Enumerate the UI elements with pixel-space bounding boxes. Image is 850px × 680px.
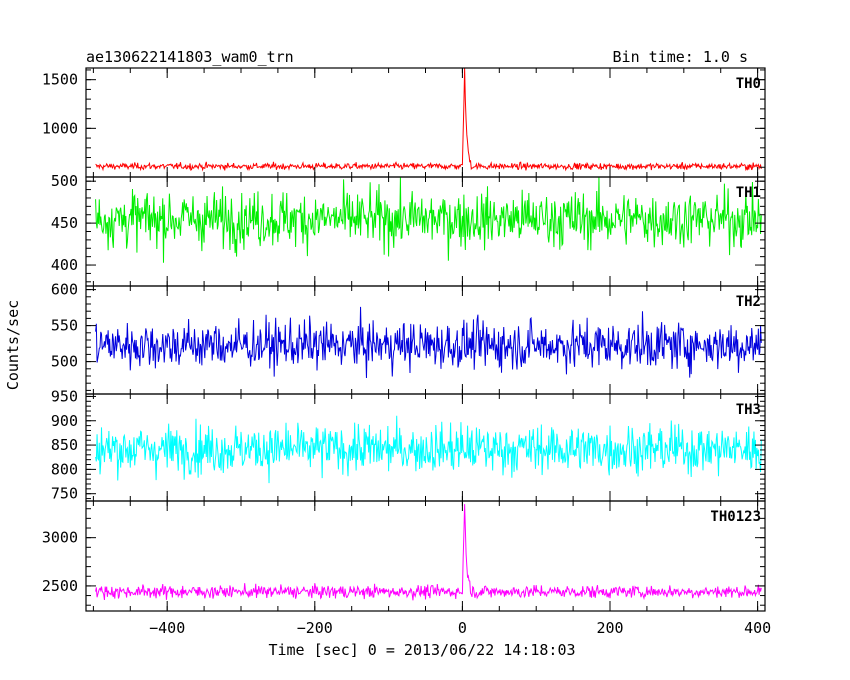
y-tick-label: 500 [51,172,78,190]
x-tick-label: 200 [596,619,623,637]
panel-label-th0123: TH0123 [710,509,761,525]
y-tick-label: 850 [51,436,78,454]
y-tick-label: 550 [51,317,78,335]
y-axis-label: Counts/sec [4,300,22,390]
series-line-th0123 [95,504,762,601]
x-tick-label: −400 [149,619,185,637]
y-tick-label: 800 [51,460,78,478]
y-tick-label: 900 [51,412,78,430]
x-tick-label: 400 [744,619,771,637]
y-tick-label: 1500 [42,71,78,89]
y-tick-label: 600 [51,281,78,299]
series-line-th2 [95,306,762,379]
panel-label-th2: TH2 [736,294,761,310]
y-tick-label: 750 [51,485,78,503]
panel-label-th0: TH0 [736,76,761,92]
y-tick-label: 2500 [42,577,78,595]
y-tick-label: 3000 [42,529,78,547]
panels-group: 1000 1500 TH0 400 450 500 TH1 500 550 600 TH2 750 80… [42,67,771,637]
bin-time-label: Bin time: 1.0 s [613,48,748,66]
series-line-th1 [95,176,762,263]
chart-title: ae130622141803_wam0_trn [86,48,294,66]
panel-label-th1: TH1 [736,185,761,201]
y-tick-label: 400 [51,256,78,274]
y-tick-label: 950 [51,387,78,405]
y-tick-label: 500 [51,353,78,371]
series-line-th0 [95,67,762,172]
x-axis-label: Time [sec] 0 = 2013/06/22 14:18:03 [268,641,575,659]
y-tick-label: 1000 [42,119,78,137]
x-tick-label: −200 [297,619,333,637]
series-line-th3 [95,415,762,484]
panel-label-th3: TH3 [736,402,761,418]
y-tick-label: 450 [51,214,78,232]
panel-frame-th0 [85,67,766,178]
x-tick-label: 0 [458,619,467,637]
